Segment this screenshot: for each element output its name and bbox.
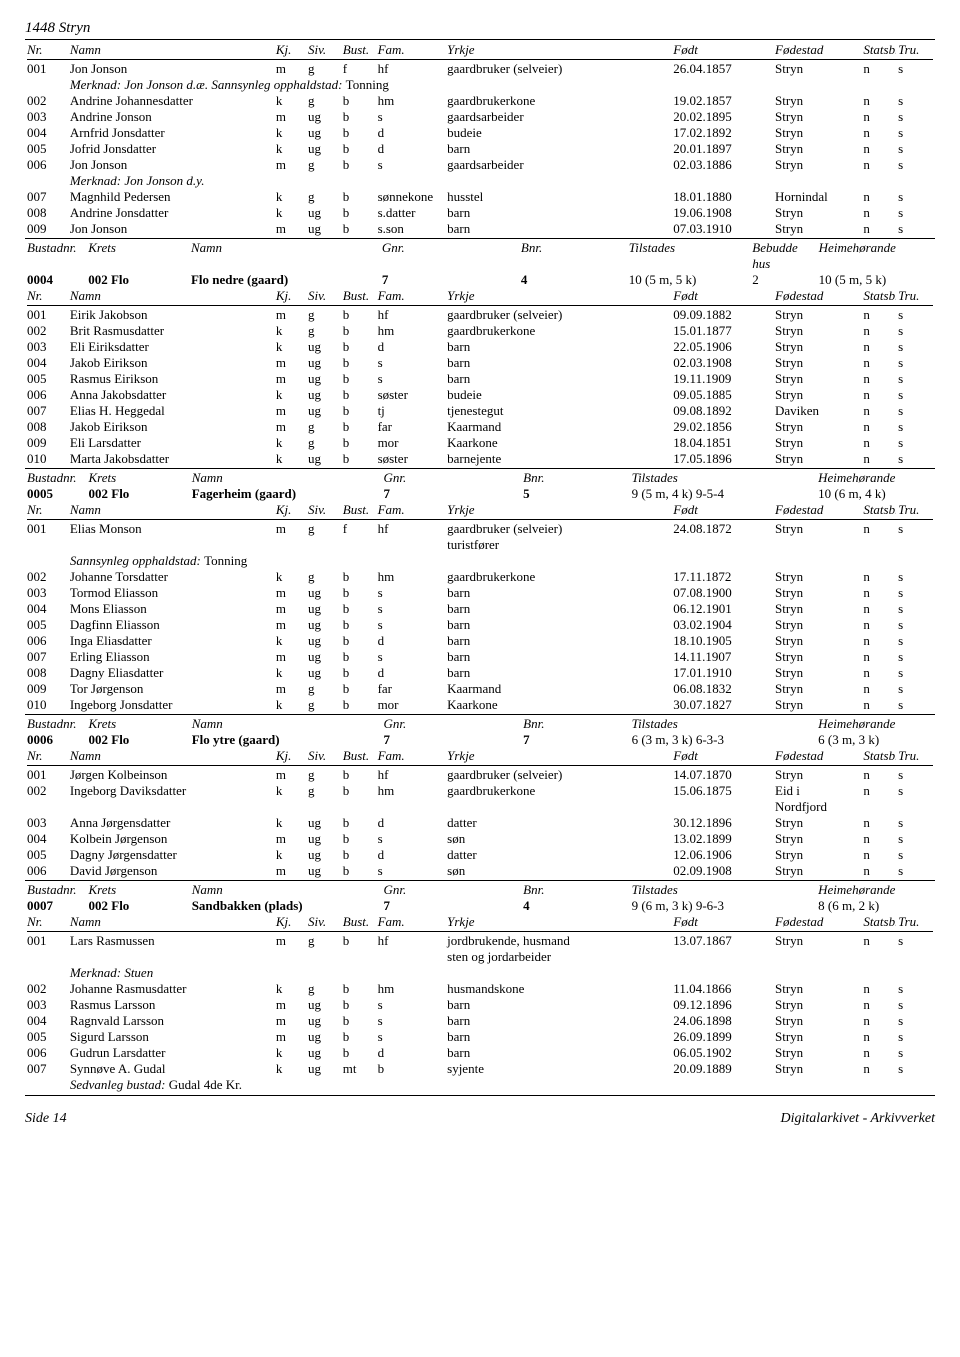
table-row: 010Marta Jakobsdatterkugbsøsterbarnejent… (25, 451, 935, 467)
table-row: 001Jørgen Kolbeinsonmgbhfgaardbruker (se… (25, 767, 935, 783)
table-row: 009Jon Jonsonmugbs.sonbarn07.03.1910Stry… (25, 221, 935, 237)
note-row: Merknad: Stuen (25, 965, 935, 981)
table-row: 002Andrine Johannesdatterkgbhmgaardbruke… (25, 93, 935, 109)
bustad-header: Bustadnr.KretsNamnGnr.Bnr.TilstadesHeime… (25, 716, 935, 732)
people-table: Nr.NamnKj.Siv.Bust.Fam.YrkjeFødtFødestad… (25, 502, 935, 521)
bustad-header: Bustadnr.KretsNamnGnr.Bnr.TilstadesHeime… (25, 470, 935, 486)
table-row: 007Synnøve A. Gudalkugmtbsyjente20.09.18… (25, 1061, 935, 1077)
table-row: 001Jon Jonsonmgfhfgaardbruker (selveier)… (25, 61, 935, 77)
table-row: 004Kolbein Jørgensonmugbssøn13.02.1899St… (25, 831, 935, 847)
bustad-table: Bustadnr.KretsNamnGnr.Bnr.TilstadesHeime… (25, 470, 935, 502)
note-row: Merknad: Jon Jonson d.æ. Sannsynleg opph… (25, 77, 935, 93)
bustad-row: 0007002 FloSandbakken (plads)749 (6 m, 3… (25, 898, 935, 914)
table-row: 005Dagfinn Eliassonmugbsbarn03.02.1904St… (25, 617, 935, 633)
bustad-row: 0006002 FloFlo ytre (gaard)776 (3 m, 3 k… (25, 732, 935, 748)
people-header: Nr.NamnKj.Siv.Bust.Fam.YrkjeFødtFødestad… (25, 748, 935, 764)
table-row: 008Dagny Eliasdatterkugbdbarn17.01.1910S… (25, 665, 935, 681)
bustad-header: Bustadnr.KretsNamnGnr.Bnr.TilstadesBebud… (25, 240, 935, 256)
table-row: 004Jakob Eiriksonmugbsbarn02.03.1908Stry… (25, 355, 935, 371)
footer-left: Side 14 (25, 1111, 67, 1127)
table-row: 006Jon Jonsonmgbsgaardsarbeider02.03.188… (25, 157, 935, 173)
bustad-table: Bustadnr.KretsNamnGnr.Bnr.TilstadesBebud… (25, 240, 935, 288)
table-row: 003Andrine Jonsonmugbsgaardsarbeider20.0… (25, 109, 935, 125)
table-row: 005Rasmus Eiriksonmugbsbarn19.11.1909Str… (25, 371, 935, 387)
bustad-table: Bustadnr.KretsNamnGnr.Bnr.TilstadesHeime… (25, 882, 935, 914)
table-row: 005Sigurd Larssonmugbsbarn26.09.1899Stry… (25, 1029, 935, 1045)
table-row: 003Rasmus Larssonmugbsbarn09.12.1896Stry… (25, 997, 935, 1013)
table-row: 007Erling Eliassonmugbsbarn14.11.1907Str… (25, 649, 935, 665)
table-row: turistfører (25, 537, 935, 553)
table-row: 005Jofrid Jonsdatterkugbdbarn20.01.1897S… (25, 141, 935, 157)
people-header: Nr.NamnKj.Siv.Bust.Fam.YrkjeFødtFødestad… (25, 42, 935, 58)
bustad-table: Bustadnr.KretsNamnGnr.Bnr.TilstadesHeime… (25, 716, 935, 748)
table-row: 006Anna Jakobsdatterkugbsøsterbudeie09.0… (25, 387, 935, 403)
table-row: 007Magnhild Pedersenkgbsønnekonehusstel1… (25, 189, 935, 205)
table-row: 001Elias Monsonmgfhfgaardbruker (selveie… (25, 521, 935, 537)
note-row: Sannsynleg opphaldstad: Tonning (25, 553, 935, 569)
people-header: Nr.NamnKj.Siv.Bust.Fam.YrkjeFødtFødestad… (25, 914, 935, 930)
people-table: 001Lars Rasmussenmgbhfjordbrukende, husm… (25, 933, 935, 1093)
table-row: 002Johanne Rasmusdatterkgbhmhusmandskone… (25, 981, 935, 997)
table-row: sten og jordarbeider (25, 949, 935, 965)
bustad-row: 0004002 FloFlo nedre (gaard)7410 (5 m, 5… (25, 272, 935, 288)
table-row: 003Eli Eiriksdatterkugbdbarn22.05.1906St… (25, 339, 935, 355)
table-row: 004Ragnvald Larssonmugbsbarn24.06.1898St… (25, 1013, 935, 1029)
people-header: Nr.NamnKj.Siv.Bust.Fam.YrkjeFødtFødestad… (25, 502, 935, 518)
people-header: Nr.NamnKj.Siv.Bust.Fam.YrkjeFødtFødestad… (25, 288, 935, 304)
table-row: 008Jakob EiriksonmgbfarKaarmand29.02.185… (25, 419, 935, 435)
bustad-row: 0005002 FloFagerheim (gaard)759 (5 m, 4 … (25, 486, 935, 502)
table-row: 005Dagny Jørgensdatterkugbddatter12.06.1… (25, 847, 935, 863)
table-row: 010Ingeborg JonsdatterkgbmorKaarkone30.0… (25, 697, 935, 713)
note-row: Merknad: Jon Jonson d.y. (25, 173, 935, 189)
people-table: Nr.NamnKj.Siv.Bust.Fam.YrkjeFødtFødestad… (25, 748, 935, 767)
table-row: 009Tor JørgensonmgbfarKaarmand06.08.1832… (25, 681, 935, 697)
table-row: 003Tormod Eliassonmugbsbarn07.08.1900Str… (25, 585, 935, 601)
people-table: Nr.NamnKj.Siv.Bust.Fam.YrkjeFødtFødestad… (25, 914, 935, 933)
table-row: 007Elias H. Heggedalmugbtjtjenestegut09.… (25, 403, 935, 419)
people-table: 001Eirik Jakobsonmgbhfgaardbruker (selve… (25, 307, 935, 467)
note-row: Sedvanleg bustad: Gudal 4de Kr. (25, 1077, 935, 1093)
page-title: 1448 Stryn (25, 20, 935, 37)
table-row: 009Eli LarsdatterkgbmorKaarkone18.04.185… (25, 435, 935, 451)
table-row: 002Brit Rasmusdatterkgbhmgaardbrukerkone… (25, 323, 935, 339)
table-row: 003Anna Jørgensdatterkugbddatter30.12.18… (25, 815, 935, 831)
table-row: Nordfjord (25, 799, 935, 815)
divider (25, 1095, 935, 1096)
table-row: 001Eirik Jakobsonmgbhfgaardbruker (selve… (25, 307, 935, 323)
bustad-hus: hus (25, 256, 935, 272)
footer-right: Digitalarkivet - Arkivverket (781, 1111, 935, 1127)
table-row: 006David Jørgensonmugbssøn02.09.1908Stry… (25, 863, 935, 879)
people-table: Nr.NamnKj.Siv.Bust.Fam.YrkjeFødtFødestad… (25, 288, 935, 307)
table-row: 004Arnfrid Jonsdatterkugbdbudeie17.02.18… (25, 125, 935, 141)
table-row: 002Johanne Torsdatterkgbhmgaardbrukerkon… (25, 569, 935, 585)
people-table: Nr.NamnKj.Siv.Bust.Fam.YrkjeFødtFødestad… (25, 42, 935, 237)
people-table: 001Jørgen Kolbeinsonmgbhfgaardbruker (se… (25, 767, 935, 879)
divider (25, 39, 935, 40)
table-row: 006Inga Eliasdatterkugbdbarn18.10.1905St… (25, 633, 935, 649)
table-row: 006Gudrun Larsdatterkugbdbarn06.05.1902S… (25, 1045, 935, 1061)
table-row: 004Mons Eliassonmugbsbarn06.12.1901Stryn… (25, 601, 935, 617)
table-row: 002Ingeborg Daviksdatterkgbhmgaardbruker… (25, 783, 935, 799)
table-row: 001Lars Rasmussenmgbhfjordbrukende, husm… (25, 933, 935, 949)
table-row: 008Andrine Jonsdatterkugbs.datterbarn19.… (25, 205, 935, 221)
bustad-header: Bustadnr.KretsNamnGnr.Bnr.TilstadesHeime… (25, 882, 935, 898)
people-table: 001Elias Monsonmgfhfgaardbruker (selveie… (25, 521, 935, 713)
